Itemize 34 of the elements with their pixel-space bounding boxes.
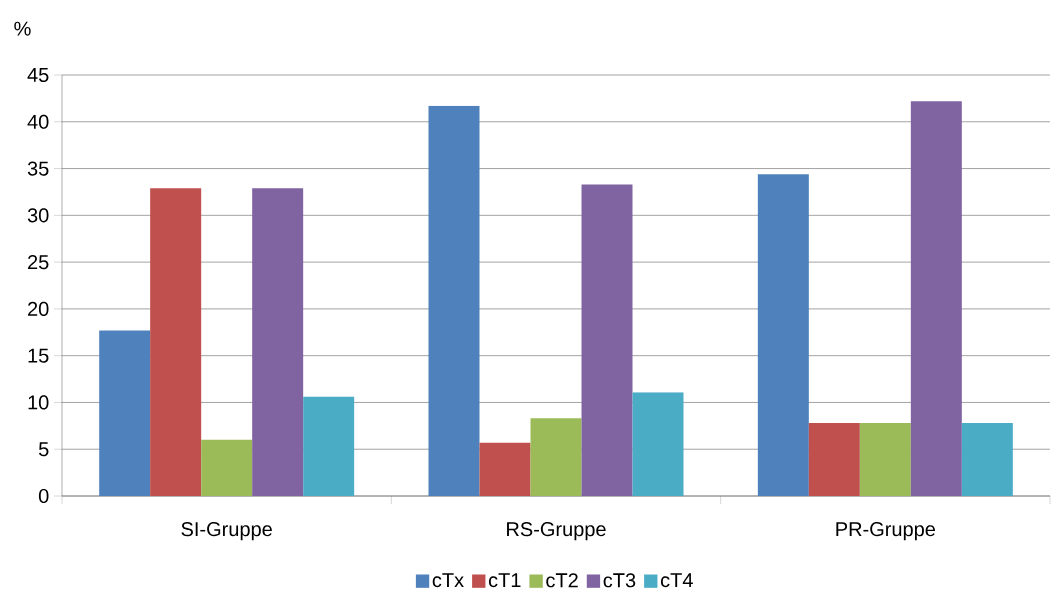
bar [581, 184, 633, 496]
y-tick-label: 20 [28, 301, 49, 316]
bar [961, 423, 1013, 496]
bar [808, 423, 860, 496]
bar [757, 174, 809, 496]
bar [632, 392, 684, 496]
y-axis-title: % [14, 21, 31, 36]
legend-label: cT2 [546, 573, 578, 588]
y-tick-label: 45 [27, 68, 49, 82]
bar [859, 423, 911, 496]
y-tick-label: 10 [28, 395, 49, 410]
bar [428, 105, 480, 496]
y-tick-label: 35 [27, 161, 49, 176]
bar [479, 442, 531, 496]
bar [99, 330, 151, 496]
bar [150, 188, 202, 496]
x-tick-label: RS-Gruppe [507, 522, 606, 541]
legend-label: cTx [432, 573, 464, 588]
legend-label: cT3 [603, 573, 636, 588]
bar [303, 396, 355, 496]
bar [201, 439, 253, 496]
y-tick-label: 30 [27, 208, 49, 223]
y-tick-label: 40 [27, 114, 49, 129]
legend-label: cT4 [660, 573, 693, 588]
legend-label: cT1 [488, 573, 521, 588]
y-tick-label: 25 [28, 255, 49, 270]
y-tick-label: 5 [38, 442, 49, 457]
x-tick-label: PR-Gruppe [836, 522, 936, 541]
bar [530, 418, 582, 496]
bar [910, 101, 962, 496]
bar [252, 188, 304, 496]
x-tick-label: SI-Gruppe [181, 522, 272, 541]
y-tick-label: 0 [38, 488, 49, 504]
y-tick-label: 15 [28, 348, 49, 363]
